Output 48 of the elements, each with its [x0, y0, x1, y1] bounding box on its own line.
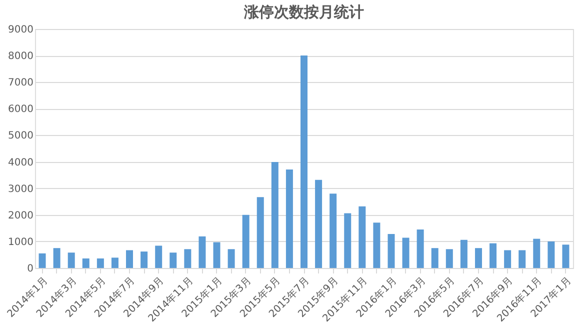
bar	[533, 238, 540, 268]
bar	[170, 252, 177, 268]
bar	[126, 250, 134, 268]
bar	[53, 248, 60, 268]
bar	[504, 250, 512, 268]
y-tick-label: 9000	[8, 24, 34, 36]
bar	[416, 229, 424, 268]
bar	[446, 249, 453, 268]
bar	[373, 222, 380, 268]
bar	[490, 243, 497, 268]
y-tick-label: 7000	[8, 78, 34, 89]
y-tick-label: 1000	[8, 236, 34, 248]
bar	[474, 248, 482, 268]
bar	[213, 242, 220, 268]
bar	[358, 206, 366, 268]
bar	[431, 248, 438, 268]
bar	[184, 249, 192, 268]
bar	[518, 250, 526, 268]
bar	[271, 162, 278, 268]
bar	[68, 252, 75, 268]
bar	[344, 213, 352, 268]
bar	[460, 240, 468, 268]
chart-title: 涨停次数按月统计	[243, 3, 364, 21]
bar	[111, 258, 118, 268]
bar	[256, 197, 264, 268]
y-tick-label: 8000	[8, 51, 34, 62]
bar	[38, 253, 46, 268]
bar	[155, 246, 162, 268]
bar	[402, 238, 410, 268]
bar	[548, 241, 555, 268]
bar	[96, 258, 104, 268]
y-tick-label: 2000	[8, 210, 34, 222]
y-tick-label: 5000	[8, 130, 34, 142]
bar	[562, 244, 570, 268]
y-tick-label: 4000	[8, 157, 34, 168]
bar	[198, 236, 206, 268]
y-tick-label: 0	[27, 264, 34, 274]
bar	[388, 234, 395, 268]
bar	[286, 169, 293, 268]
bar	[300, 56, 308, 268]
bar	[228, 249, 235, 268]
bar	[315, 180, 322, 268]
bar	[140, 252, 148, 268]
y-tick-label: 3000	[8, 184, 34, 195]
bar	[330, 194, 337, 268]
bar	[82, 258, 90, 268]
y-tick-label: 6000	[8, 104, 34, 116]
bar	[242, 214, 250, 268]
